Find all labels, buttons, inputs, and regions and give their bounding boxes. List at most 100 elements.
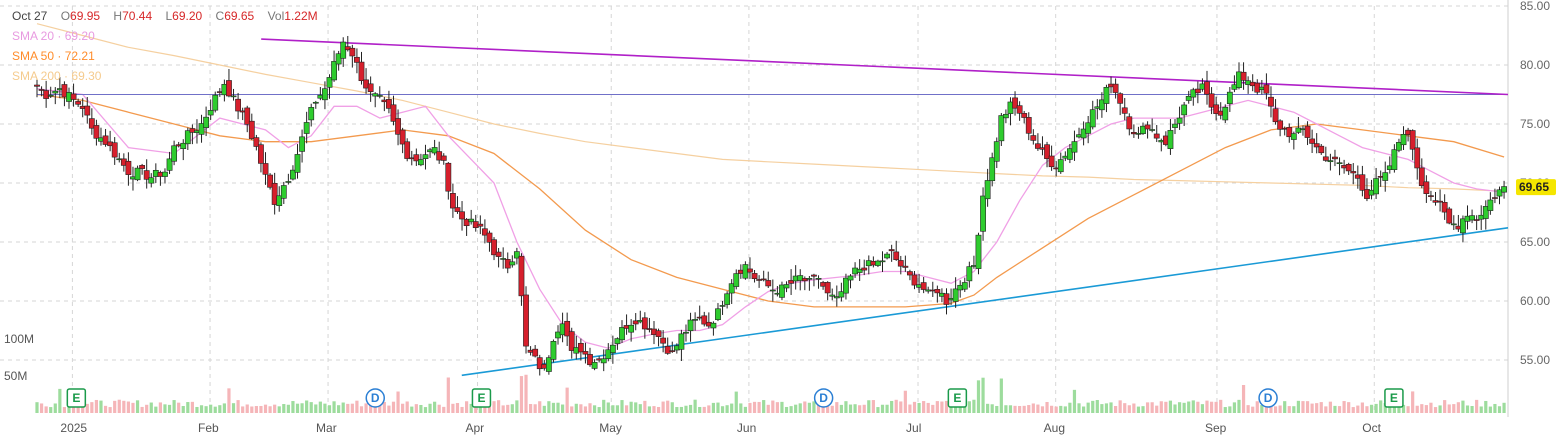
volume-bar (647, 406, 652, 413)
x-tick-label: May (599, 421, 622, 435)
volume-bar (1255, 401, 1259, 413)
volume-bar (743, 406, 747, 413)
candle-body (235, 98, 241, 112)
volume-bar (1497, 406, 1502, 413)
candle-body (975, 234, 982, 269)
volume-bar (1008, 405, 1013, 413)
volume-bar (71, 406, 76, 413)
candle-body (582, 351, 589, 355)
volume-bar (1050, 405, 1054, 413)
volume-bar (858, 405, 862, 413)
open-value: 69.95 (70, 9, 101, 23)
candle-body (1240, 71, 1247, 81)
candle-body (692, 319, 699, 321)
candle-body (664, 345, 671, 354)
volume-bar (1420, 404, 1424, 413)
dividend-badge (813, 388, 834, 408)
candle-body (294, 154, 301, 173)
candle-body (230, 95, 237, 98)
candle-body (1190, 89, 1197, 98)
candle-body (632, 320, 639, 325)
volume-bar (826, 405, 830, 413)
candle-body (1126, 116, 1133, 130)
candle-body (966, 266, 973, 282)
volume-bar (1095, 400, 1099, 413)
volume-bar (1328, 401, 1332, 413)
volume-value: 1.22M (284, 9, 318, 23)
volume-bar (81, 404, 85, 413)
volume-bar (58, 388, 62, 413)
candle-body (724, 293, 731, 305)
volume-bar (1333, 405, 1337, 413)
volume-bar (295, 403, 300, 413)
candle-body (619, 327, 625, 341)
volume-bar (1104, 403, 1109, 413)
volume-bar (542, 405, 546, 413)
candle-body (1172, 123, 1178, 128)
volume-bar (1177, 402, 1182, 413)
volume-bar (538, 401, 542, 413)
volume-bar (1237, 399, 1241, 413)
candle-body (468, 218, 475, 223)
candle-body (719, 305, 726, 307)
candle-body (331, 61, 337, 81)
candle-body (1450, 223, 1457, 226)
volume-bar (556, 402, 560, 413)
x-tick-label: Feb (198, 421, 219, 435)
volume-bar (903, 390, 907, 413)
x-tick-label: Jun (737, 421, 756, 435)
volume-bar (350, 403, 354, 413)
candle-body (875, 260, 881, 266)
volume-bar (177, 402, 181, 413)
candle-body (843, 277, 849, 294)
volume-bar (401, 403, 405, 413)
close-label: C (215, 9, 225, 23)
volume-bar (679, 406, 684, 413)
candle-body (1396, 142, 1402, 151)
candle-body (445, 162, 452, 192)
volume-bar (1164, 401, 1168, 413)
earnings-badge (1384, 388, 1404, 408)
candle-body (1208, 93, 1215, 108)
candle-body (495, 251, 502, 257)
volume-bar (1337, 406, 1342, 413)
volume-bar (876, 407, 880, 413)
candles (34, 35, 1507, 376)
volume-bar (963, 406, 967, 413)
volume-bar (611, 405, 615, 413)
candle-body (1391, 149, 1398, 170)
candle-body (591, 362, 598, 369)
volume-bar (1278, 405, 1282, 413)
candle-body (669, 350, 676, 352)
volume-bar (752, 401, 757, 413)
volume-bar (551, 402, 556, 413)
volume-bar (1123, 403, 1127, 413)
volume-bar (382, 401, 386, 413)
volume-bar (967, 401, 971, 413)
candle-body (1213, 104, 1220, 114)
candle-body (902, 265, 909, 268)
x-tick-label: Apr (466, 421, 485, 435)
candle-body (322, 88, 328, 101)
volume-bar (1456, 402, 1460, 413)
volume-bar (286, 404, 290, 413)
candle-body (312, 101, 319, 104)
candle-body (70, 93, 77, 100)
candle-body (139, 165, 146, 169)
volume-bar (1145, 402, 1150, 413)
volume-bar (1260, 405, 1264, 413)
candle-body (1418, 167, 1425, 187)
volume-bar (49, 407, 53, 413)
candle-body (303, 122, 310, 134)
candle-body (824, 282, 831, 294)
dividend-marker: D (1258, 388, 1278, 408)
sma200-line (36, 23, 1505, 192)
candle-body (523, 294, 529, 347)
candle-body (212, 94, 219, 111)
volume-bar (999, 378, 1003, 413)
candle-body (1409, 130, 1416, 150)
volume-bar (122, 400, 126, 413)
candle-body (980, 195, 986, 232)
volume-bar (204, 406, 208, 413)
